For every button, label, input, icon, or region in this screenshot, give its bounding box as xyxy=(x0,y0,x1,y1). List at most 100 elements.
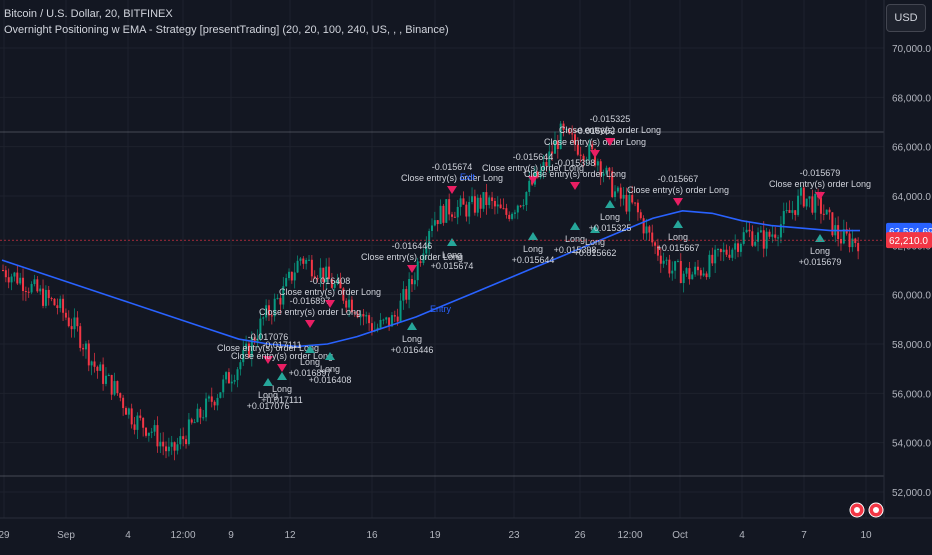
candle-body xyxy=(476,197,479,213)
candle-body xyxy=(133,424,136,430)
candle-body xyxy=(390,315,393,327)
candle-body xyxy=(837,225,840,239)
candle-body xyxy=(182,436,185,440)
candle-body xyxy=(13,272,16,277)
candle-body xyxy=(382,319,385,321)
candle-body xyxy=(539,170,542,178)
candle-body xyxy=(124,408,127,415)
candle-body xyxy=(762,230,765,249)
candle-body xyxy=(267,305,270,316)
close-label: Close entry(s) order Long xyxy=(769,179,871,189)
long-label: Long xyxy=(442,250,462,260)
long-label: Long xyxy=(523,244,543,254)
candle-body xyxy=(828,209,831,213)
candle-body xyxy=(308,259,311,261)
long-pnl-label: +0.015674 xyxy=(431,261,474,271)
candle-body xyxy=(313,276,316,279)
candle-body xyxy=(399,300,402,322)
candle-body xyxy=(428,231,431,246)
candle-body xyxy=(99,364,102,371)
candle-body xyxy=(468,202,471,217)
long-pnl-label: +0.015325 xyxy=(589,223,632,233)
close-arrow-icon xyxy=(605,138,615,146)
candle-body xyxy=(150,431,153,433)
currency-button[interactable]: USD xyxy=(886,4,926,32)
candle-body xyxy=(216,397,219,406)
candle-body xyxy=(36,279,39,292)
close-arrow-icon xyxy=(277,364,287,372)
candle-body xyxy=(851,238,854,248)
candle-body xyxy=(628,194,631,212)
close-arrow-icon xyxy=(673,198,683,206)
candle-body xyxy=(639,212,642,219)
candle-body xyxy=(659,255,662,264)
long-label: Long xyxy=(272,384,292,394)
candle-body xyxy=(502,208,505,210)
candle-body xyxy=(565,128,568,130)
candle-body xyxy=(93,361,96,367)
long-arrow-icon xyxy=(528,232,538,240)
candle-body xyxy=(654,242,657,246)
close-label: Close entry(s) order Long xyxy=(544,137,646,147)
candle-body xyxy=(39,288,42,292)
candle-body xyxy=(56,305,59,308)
close-arrow-icon xyxy=(325,300,335,308)
candle-body xyxy=(854,238,857,244)
study-title[interactable]: Overnight Positioning w EMA - Strategy [… xyxy=(4,24,449,36)
candle-body xyxy=(645,226,648,234)
candle-body xyxy=(751,231,754,246)
price-tick-label: 70,000.0 xyxy=(892,44,931,55)
candle-body xyxy=(759,230,762,233)
candle-body xyxy=(791,210,794,213)
candle-body xyxy=(574,134,576,145)
candle-body xyxy=(694,266,697,275)
candle-body xyxy=(614,191,617,198)
close-arrow-icon xyxy=(305,320,315,328)
candle-body xyxy=(79,326,82,348)
candle-body xyxy=(410,279,413,285)
candle-body xyxy=(788,210,791,213)
candle-body xyxy=(293,272,296,281)
candle-body xyxy=(147,432,150,436)
long-label: Long xyxy=(258,390,278,400)
candle-body xyxy=(342,288,345,301)
long-arrow-icon xyxy=(605,200,615,208)
candle-body xyxy=(805,198,808,207)
close-label: Close entry(s) order Long xyxy=(279,287,381,297)
ema-line xyxy=(1,209,860,348)
candle-body xyxy=(551,151,554,154)
time-tick-label: 12 xyxy=(284,530,296,541)
candle-body xyxy=(459,198,462,207)
candle-body xyxy=(702,273,705,276)
close-pnl-label: -0.016408 xyxy=(310,276,351,286)
candle-body xyxy=(139,415,142,418)
candle-body xyxy=(808,196,811,199)
candle-body xyxy=(385,317,388,320)
candle-body xyxy=(488,197,491,206)
candle-body xyxy=(774,234,777,238)
long-pnl-label: +0.015662 xyxy=(574,248,617,258)
candle-body xyxy=(325,266,328,282)
candle-body xyxy=(814,193,817,213)
candle-body xyxy=(794,210,797,215)
candle-body xyxy=(256,338,259,342)
long-arrow-icon xyxy=(673,220,683,228)
candle-body xyxy=(227,372,230,384)
candle-body xyxy=(642,218,645,234)
candle-body xyxy=(233,380,236,382)
flag-icon-center xyxy=(854,507,860,513)
candle-body xyxy=(190,419,193,423)
candle-body xyxy=(619,187,622,199)
candle-body xyxy=(571,133,574,135)
candle-body xyxy=(53,298,56,306)
candle-body xyxy=(536,171,539,178)
candle-body xyxy=(270,315,273,317)
close-pnl-label: -0.017076 xyxy=(248,332,289,342)
candle-body xyxy=(585,159,588,161)
candle-body xyxy=(4,270,7,278)
close-pnl-label: -0.017111 xyxy=(262,340,301,350)
candle-body xyxy=(365,315,368,317)
long-pnl-label: +0.017111 xyxy=(261,395,302,405)
